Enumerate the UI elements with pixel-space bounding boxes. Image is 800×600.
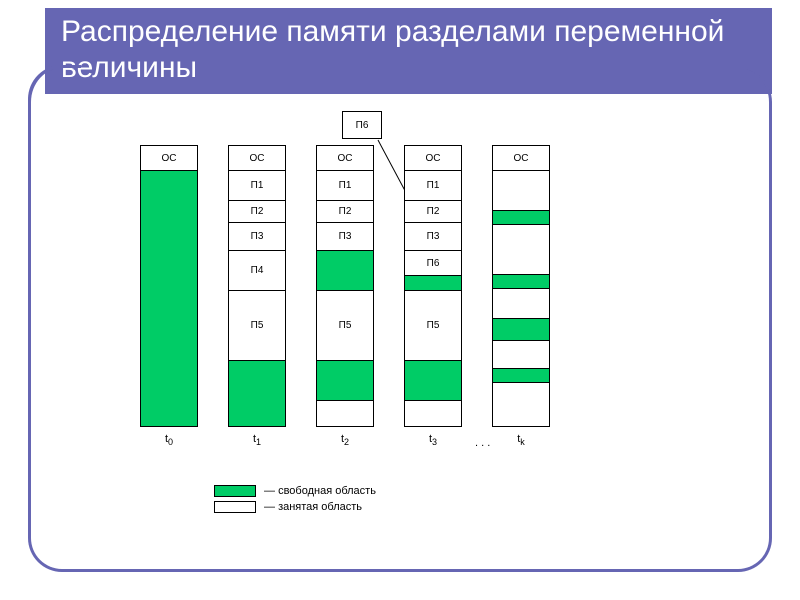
memory-bar-0: ОС	[140, 145, 198, 427]
segment-0-0: ОС	[141, 146, 197, 171]
segment-3-0: ОС	[405, 146, 461, 171]
segment-4-2	[493, 211, 549, 225]
segment-3-3: П3	[405, 223, 461, 251]
memory-bar-3: ОСП1П2П3П6 П5	[404, 145, 462, 427]
segment-4-6	[493, 319, 549, 341]
segment-1-4: П4	[229, 251, 285, 291]
bar-column-1: ОСП1П2П3П4П5 t1	[228, 145, 286, 447]
bar-column-4: ОС tk	[492, 145, 550, 447]
segment-1-0: ОС	[229, 146, 285, 171]
segment-1-5: П5	[229, 291, 285, 361]
segment-3-6: П5	[405, 291, 461, 361]
time-label-4: tk	[517, 433, 525, 447]
legend-used-swatch	[214, 501, 256, 513]
segment-0-1	[141, 171, 197, 426]
segment-3-2: П2	[405, 201, 461, 223]
segment-1-2: П2	[229, 201, 285, 223]
time-label-1: t1	[253, 433, 261, 447]
segment-2-1: П1	[317, 171, 373, 201]
segment-4-1	[493, 171, 549, 211]
segment-2-6	[317, 361, 373, 401]
segment-3-8	[405, 401, 461, 426]
bars-row: ОСt0ОСП1П2П3П4П5t1ОСП1П2П3П5t2ОСП1П2П3П6…	[140, 145, 680, 447]
segment-2-3: П3	[317, 223, 373, 251]
segment-4-9	[493, 383, 549, 426]
segment-4-5	[493, 289, 549, 319]
segment-4-7	[493, 341, 549, 369]
p6-incoming-process: П6	[342, 111, 382, 139]
segment-3-7	[405, 361, 461, 401]
segment-1-1: П1	[229, 171, 285, 201]
segment-2-0: ОС	[317, 146, 373, 171]
segment-2-4	[317, 251, 373, 291]
segment-3-1: П1	[405, 171, 461, 201]
segment-4-3	[493, 225, 549, 275]
time-label-2: t2	[341, 433, 349, 447]
legend-free-swatch	[214, 485, 256, 497]
bar-column-0: ОС t0	[140, 145, 198, 447]
segment-1-3: П3	[229, 223, 285, 251]
segment-3-4: П6	[405, 251, 461, 276]
bar-column-3: ОСП1П2П3П6 П5 t3	[404, 145, 462, 447]
segment-4-8	[493, 369, 549, 383]
segment-4-4	[493, 275, 549, 289]
legend-used-label: — занятая область	[264, 501, 362, 513]
ellipsis: . . .	[475, 437, 490, 449]
legend-free-row: — свободная область	[214, 485, 376, 497]
segment-3-5	[405, 276, 461, 291]
legend-free-label: — свободная область	[264, 485, 376, 497]
memory-bar-1: ОСП1П2П3П4П5	[228, 145, 286, 427]
time-label-3: t3	[429, 433, 437, 447]
segment-2-7	[317, 401, 373, 426]
time-label-0: t0	[165, 433, 173, 447]
legend: — свободная область — занятая область	[214, 485, 376, 517]
segment-2-2: П2	[317, 201, 373, 223]
legend-used-row: — занятая область	[214, 501, 376, 513]
segment-4-0: ОС	[493, 146, 549, 171]
memory-bar-2: ОСП1П2П3 П5	[316, 145, 374, 427]
segment-1-6	[229, 361, 285, 426]
memory-bar-4: ОС	[492, 145, 550, 427]
segment-2-5: П5	[317, 291, 373, 361]
bar-column-2: ОСП1П2П3 П5 t2	[316, 145, 374, 447]
memory-diagram: П6 ОСt0ОСП1П2П3П4П5t1ОСП1П2П3П5t2ОСП1П2П…	[140, 145, 680, 447]
